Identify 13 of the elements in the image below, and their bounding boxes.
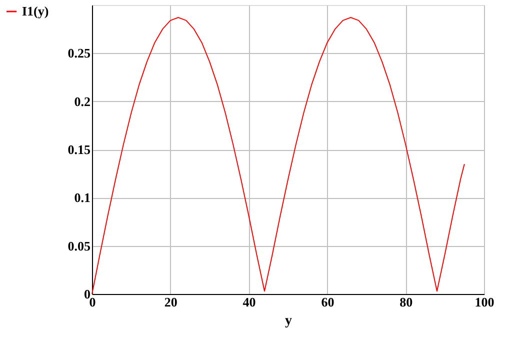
y-tick-label: 0.2 xyxy=(74,94,90,109)
x-tick-label: 40 xyxy=(242,294,256,310)
x-tick-label: 80 xyxy=(400,294,413,310)
x-tick-label: 60 xyxy=(321,294,334,310)
x-tick-label: 20 xyxy=(164,294,178,310)
y-tick-label: 0.05 xyxy=(68,238,91,254)
y-tick-label: 0.25 xyxy=(68,46,91,61)
y-tick-label: 0.1 xyxy=(74,190,90,206)
x-axis-title: y xyxy=(285,314,292,328)
line-series xyxy=(92,17,465,294)
y-tick-label: 0.15 xyxy=(68,142,91,157)
legend-label: I1(y) xyxy=(22,4,49,18)
x-tick-label: 100 xyxy=(474,294,494,310)
